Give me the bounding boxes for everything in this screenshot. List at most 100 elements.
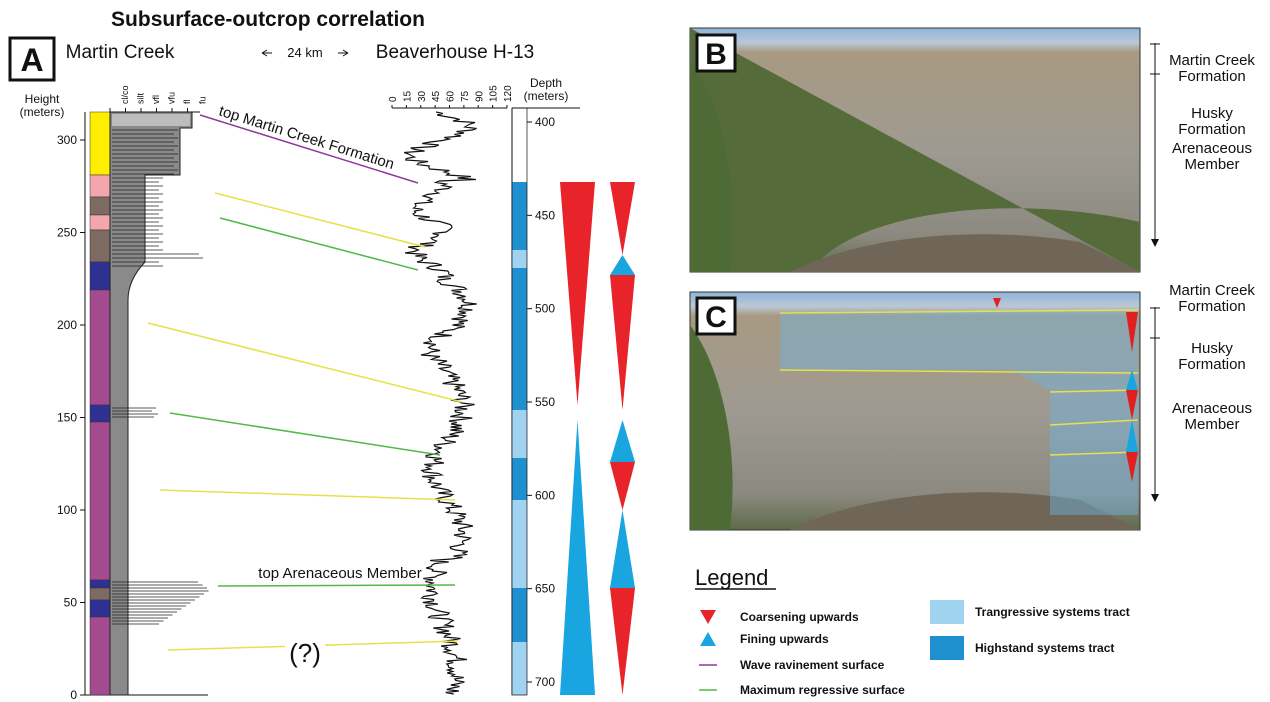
outcrop-name: Martin Creek <box>66 42 175 63</box>
formation-label: Arenaceous <box>1172 400 1252 417</box>
tick-label: 400 <box>535 115 555 129</box>
panel-label: C <box>705 301 727 334</box>
systems-tract <box>512 250 527 268</box>
formation-label: Formation <box>1178 298 1246 315</box>
tick-label: 50 <box>64 596 78 610</box>
formation-label: Husky <box>1191 105 1233 122</box>
correlation-line <box>147 322 463 403</box>
legend-swatch <box>700 610 716 624</box>
tick-label: 650 <box>535 582 555 596</box>
photo-b <box>689 27 1141 273</box>
systems-tract <box>512 458 527 500</box>
photo-c <box>689 291 1141 531</box>
correlation-line <box>219 217 419 271</box>
coarsening-trend <box>610 275 635 410</box>
axis-title: (meters) <box>20 105 65 119</box>
tick-label: 200 <box>57 318 77 332</box>
lithology-hatch <box>112 129 209 625</box>
facies-unit <box>89 404 111 423</box>
tick-label: 300 <box>57 133 77 147</box>
legend-label: Highstand systems tract <box>975 641 1114 655</box>
legend-label: Trangressive systems tract <box>975 605 1130 619</box>
axis-title: Depth <box>530 76 562 90</box>
legend-swatch <box>930 600 964 624</box>
tick-label: 105 <box>489 85 500 102</box>
annotation: top Arenaceous Member <box>258 565 421 582</box>
facies-unit <box>89 214 111 231</box>
formation-label: Formation <box>1178 356 1246 373</box>
systems-tract <box>512 410 527 458</box>
legend-label: Coarsening upwards <box>740 610 859 624</box>
distance: 24 km <box>287 45 322 60</box>
systems-tract <box>512 182 527 250</box>
formation-label: Member <box>1184 156 1239 173</box>
formation-label: Martin Creek <box>1169 52 1255 69</box>
facies-unit <box>89 579 111 589</box>
grain-size-label: vfl <box>151 95 161 104</box>
legend-label: Wave ravinement surface <box>740 658 885 672</box>
tick-label: 100 <box>57 503 77 517</box>
tick-label: 500 <box>535 302 555 316</box>
legend-label: Fining upwards <box>740 632 829 646</box>
grain-size-label: vfu <box>167 92 177 104</box>
panel-label-box <box>8 36 56 82</box>
fining-trend <box>610 420 635 462</box>
systems-tract <box>512 500 527 588</box>
facies-unit <box>89 599 111 618</box>
tick-label: 45 <box>431 90 442 102</box>
tick-label: 600 <box>535 488 555 502</box>
facies-unit <box>89 229 111 263</box>
axis-title: Height <box>25 92 60 106</box>
formation-label: Formation <box>1178 68 1246 85</box>
formation-bracket <box>1150 43 1160 75</box>
coarsening-trend <box>560 182 595 405</box>
tick-label: 120 <box>503 85 514 102</box>
lithology-column <box>109 111 193 696</box>
tract-frame <box>511 107 528 696</box>
formation-arrowhead <box>1151 494 1159 502</box>
annotation-bg <box>285 634 325 668</box>
facies-unit <box>89 587 111 601</box>
facies-unit <box>89 616 111 696</box>
tick-label: 75 <box>460 90 471 102</box>
grain-size-label: fu <box>198 96 208 104</box>
tick-label: 0 <box>70 688 77 702</box>
systems-tract <box>512 588 527 642</box>
coarsening-trend <box>610 462 635 510</box>
fining-trend <box>610 510 635 588</box>
panel-label: A <box>20 42 43 78</box>
formation-bracket <box>1150 307 1160 339</box>
well-name: Beaverhouse H-13 <box>376 42 534 63</box>
coarsening-trend <box>610 182 635 255</box>
correlation-line <box>214 192 426 248</box>
tick-label: 30 <box>417 90 428 102</box>
fining-trend <box>560 420 595 695</box>
facies-unit <box>89 196 111 216</box>
formation-label: Formation <box>1178 121 1246 138</box>
tick-label: 0 <box>388 96 399 102</box>
correlation-line <box>217 584 456 587</box>
legend-title: Legend <box>695 565 768 590</box>
formation-label: Arenaceous <box>1172 140 1252 157</box>
systems-tract <box>512 642 527 695</box>
tick-label: 700 <box>535 675 555 689</box>
coarsening-trend <box>610 588 635 695</box>
legend-label: Maximum regressive surface <box>740 683 905 697</box>
annotation: (?) <box>289 638 321 668</box>
facies-unit <box>89 261 111 291</box>
annotation: top Martin Creek Formation <box>217 103 396 174</box>
systems-tract <box>512 268 527 410</box>
tick-label: 250 <box>57 226 77 240</box>
grain-size-label: silt <box>136 93 146 104</box>
fining-trend <box>610 255 635 275</box>
facies-unit <box>89 174 111 198</box>
title: Subsurface-outcrop correlation <box>111 8 425 31</box>
formation-label: Husky <box>1191 340 1233 357</box>
axis-title: (meters) <box>524 89 569 103</box>
grain-size-label: fl <box>182 99 192 104</box>
formation-arrowhead <box>1151 239 1159 247</box>
legend-swatch <box>700 632 716 646</box>
distance-arrows <box>261 49 349 57</box>
tick-label: 150 <box>57 411 77 425</box>
